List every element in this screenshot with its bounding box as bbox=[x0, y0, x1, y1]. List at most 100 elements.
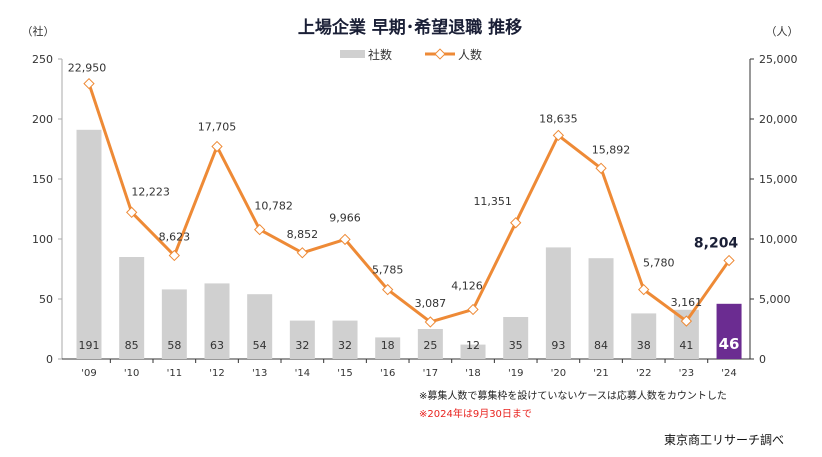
left-tick-label: 0 bbox=[46, 353, 53, 366]
bar-label: 85 bbox=[125, 339, 139, 352]
bar bbox=[716, 303, 742, 359]
x-tick-label: '23 bbox=[679, 368, 694, 379]
line-marker bbox=[83, 77, 95, 90]
line-marker bbox=[424, 316, 437, 328]
legend: 社数 人数 bbox=[340, 47, 482, 62]
bar bbox=[161, 289, 187, 359]
footnote-1: ※募集人数で募集枠を設けていないケースは応募人数をカウントした bbox=[419, 389, 727, 402]
x-tick-label: '10 bbox=[124, 368, 139, 379]
bar-label: 191 bbox=[79, 339, 100, 352]
line-marker bbox=[552, 129, 565, 142]
bar bbox=[375, 337, 401, 359]
line-path bbox=[87, 83, 731, 324]
left-tick-label: 250 bbox=[32, 53, 53, 66]
bar bbox=[289, 320, 315, 359]
bar-label: 18 bbox=[381, 339, 395, 352]
x-tick-label: '09 bbox=[81, 368, 96, 379]
bar bbox=[631, 313, 657, 359]
bar-label: 25 bbox=[423, 339, 437, 352]
bar bbox=[119, 257, 145, 359]
line-marker bbox=[638, 283, 650, 296]
bar-label: 41 bbox=[679, 339, 693, 352]
line-marker bbox=[254, 223, 266, 236]
right-tick-label: 15,000 bbox=[759, 173, 798, 186]
line-label: 8,852 bbox=[287, 228, 319, 241]
x-tick-label: '14 bbox=[295, 368, 310, 379]
line-marker bbox=[595, 162, 607, 174]
line-marker bbox=[723, 254, 735, 267]
line-marker bbox=[510, 217, 522, 229]
x-tick-label: '24 bbox=[721, 368, 736, 379]
line-label: 11,351 bbox=[473, 195, 512, 208]
right-tick-label: 0 bbox=[759, 353, 766, 366]
line-label: 10,782 bbox=[254, 200, 293, 213]
bar-label: 35 bbox=[509, 339, 523, 352]
x-tick-label: '12 bbox=[209, 368, 224, 379]
chart-title: 上場企業 早期･希望退職 推移 bbox=[298, 17, 522, 38]
bar bbox=[503, 317, 529, 359]
line-marker bbox=[211, 140, 223, 153]
line-label: 9,966 bbox=[329, 211, 361, 224]
bar bbox=[204, 283, 230, 359]
left-tick-label: 200 bbox=[32, 113, 53, 126]
line-label: 17,705 bbox=[198, 121, 237, 134]
legend-swatch-bar bbox=[340, 50, 365, 58]
bar bbox=[247, 294, 273, 359]
right-tick-label: 5,000 bbox=[759, 293, 791, 306]
x-tick-label: '19 bbox=[508, 368, 523, 379]
line-label: 5,780 bbox=[643, 257, 675, 270]
line-label: 5,785 bbox=[372, 264, 404, 277]
line-marker bbox=[680, 315, 693, 327]
bar-label: 58 bbox=[167, 339, 181, 352]
bar-label: 32 bbox=[338, 339, 352, 352]
line-label: 4,126 bbox=[451, 279, 483, 292]
x-tick-label: '21 bbox=[593, 368, 608, 379]
right-tick-label: 25,000 bbox=[759, 53, 798, 66]
x-tick-label: '13 bbox=[252, 368, 267, 379]
legend-label-line: 人数 bbox=[458, 47, 482, 62]
line-marker bbox=[339, 233, 351, 246]
bar-label: 93 bbox=[551, 339, 565, 352]
right-tick-label: 20,000 bbox=[759, 113, 798, 126]
bar bbox=[76, 129, 102, 359]
bar-label: 46 bbox=[719, 335, 740, 353]
x-tick-label: '17 bbox=[423, 368, 438, 379]
x-tick-label: '11 bbox=[167, 368, 182, 379]
footnote-2: ※2024年は9月30日まで bbox=[419, 407, 532, 420]
bar bbox=[545, 247, 571, 359]
bar-label: 54 bbox=[253, 339, 267, 352]
x-tick-label: '16 bbox=[380, 368, 395, 379]
left-tick-label: 150 bbox=[32, 173, 53, 186]
source-credit: 東京商工リサーチ調べ bbox=[664, 432, 784, 447]
bar-label: 38 bbox=[637, 339, 651, 352]
left-axis-unit: （社） bbox=[22, 24, 55, 38]
line-label: 12,223 bbox=[131, 185, 170, 198]
left-tick-label: 50 bbox=[39, 293, 53, 306]
legend-label-bar: 社数 bbox=[368, 47, 392, 62]
line-label: 18,635 bbox=[539, 112, 578, 125]
line-label: 3,087 bbox=[415, 297, 447, 310]
bar-label: 84 bbox=[594, 339, 608, 352]
right-tick-label: 10,000 bbox=[759, 233, 798, 246]
line-label: 8,204 bbox=[694, 236, 739, 252]
left-tick-label: 100 bbox=[32, 233, 53, 246]
line-label: 3,161 bbox=[671, 296, 703, 309]
x-tick-label: '18 bbox=[465, 368, 480, 379]
bars: 191 85 58 63 54 32 32 18 25 12 35 93 84 38 41 46 bbox=[76, 129, 742, 359]
line-label: 22,950 bbox=[68, 62, 107, 75]
line-marker bbox=[467, 303, 479, 316]
right-axis-unit: （人） bbox=[766, 25, 799, 38]
line-label: 15,892 bbox=[592, 143, 631, 156]
bar bbox=[460, 344, 486, 359]
line-marker bbox=[168, 249, 180, 262]
line-series: 22,950 12,223 8,623 17,705 10,782 8,852 9,966 5… bbox=[68, 62, 739, 328]
line-marker bbox=[382, 283, 394, 296]
bar bbox=[588, 258, 614, 359]
axes: 0 50 100 150 200 250 0 5,000 10,000 15,000 20,000 2… bbox=[32, 53, 798, 379]
bar-label: 12 bbox=[466, 339, 480, 352]
bar-label: 63 bbox=[210, 339, 224, 352]
line-label: 8,623 bbox=[159, 231, 191, 244]
bar-label: 32 bbox=[295, 339, 309, 352]
line-marker bbox=[296, 247, 309, 259]
